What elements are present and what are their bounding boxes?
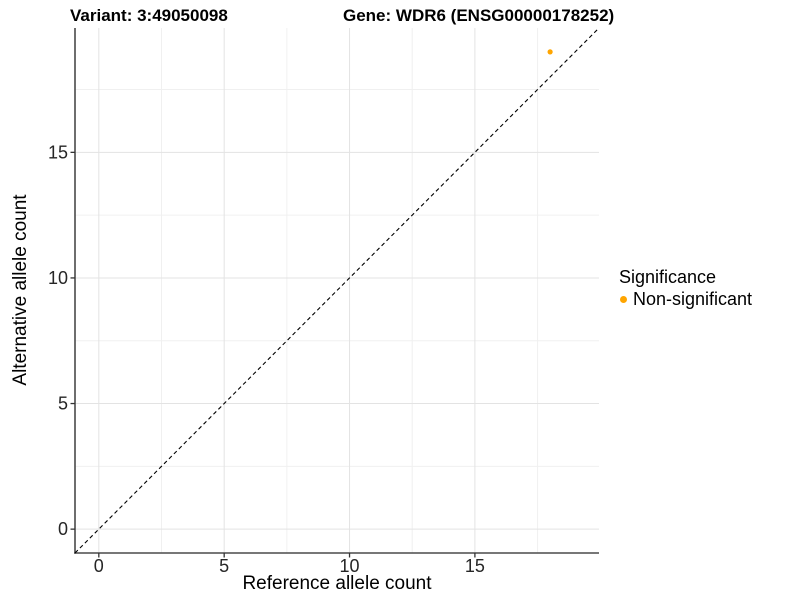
tick-marks — [70, 151, 476, 558]
identity-line — [74, 27, 600, 554]
legend-point-icon — [620, 295, 627, 303]
plot-title-gene: Gene: WDR6 (ENSG00000178252) — [343, 6, 615, 25]
data-points — [547, 49, 553, 55]
y-axis-title: Alternative allele count — [10, 194, 31, 386]
x-tick-label: 0 — [94, 556, 104, 576]
legend-item-label: Non-significant — [633, 288, 753, 309]
legend-item: Non-significant — [619, 289, 752, 311]
x-tick-label: 10 — [340, 556, 360, 576]
y-tick-label: 15 — [48, 142, 68, 162]
x-axis-title: Reference allele count — [242, 573, 432, 594]
x-tick-label: 5 — [219, 556, 229, 576]
y-tick-label: 10 — [48, 268, 68, 288]
data-point — [547, 49, 553, 55]
y-tick-label: 0 — [58, 519, 68, 539]
gridlines-major — [75, 28, 599, 553]
plot-title-variant: Variant: 3:49050098 — [70, 6, 228, 25]
gridlines-minor — [75, 28, 599, 553]
y-tick-label: 5 — [58, 394, 68, 414]
identity-line-group — [74, 27, 600, 554]
x-tick-label: 15 — [465, 556, 485, 576]
legend: Significance Non-significant — [619, 267, 752, 310]
legend-title: Significance — [619, 267, 717, 287]
axis-lines — [74, 28, 599, 554]
tick-labels: 0 5 10 15 0 5 10 15 — [48, 142, 485, 576]
